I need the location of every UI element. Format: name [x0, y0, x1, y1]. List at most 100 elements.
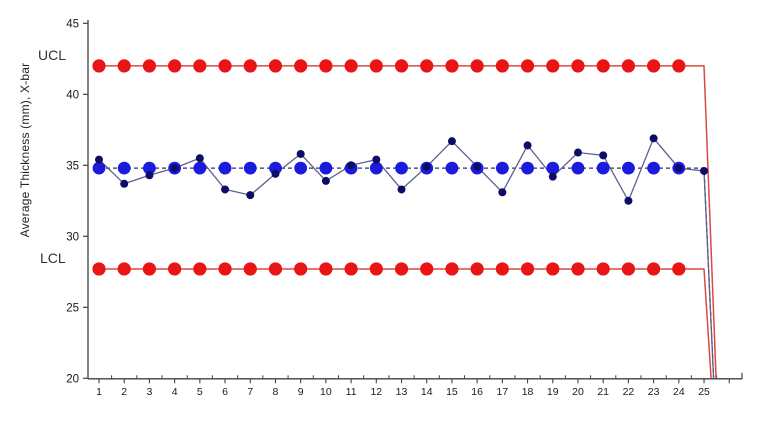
xbar-data-point — [347, 161, 356, 170]
center-line-marker — [92, 161, 106, 175]
x-tick-label: 21 — [597, 386, 609, 398]
ucl-marker — [344, 59, 358, 73]
center-line-marker — [193, 161, 207, 175]
lcl-marker — [92, 262, 106, 276]
xbar-data-point — [372, 155, 381, 164]
x-tick-label: 7 — [247, 386, 253, 398]
center-line-marker — [596, 161, 610, 175]
ucl-marker — [571, 59, 585, 73]
y-axis-ticks: 20 25 30 35 40 45 — [66, 18, 88, 385]
y-tick-label: 45 — [66, 18, 79, 30]
ucl-marker — [445, 59, 459, 73]
axes — [87, 20, 743, 380]
xbar-data-point — [523, 141, 532, 150]
x-tick-label: 16 — [471, 386, 483, 398]
xbar-data-point — [599, 151, 608, 160]
y-tick-label: 40 — [66, 89, 79, 101]
ucl-label: UCL — [38, 47, 67, 63]
x-tick-label: 8 — [273, 386, 279, 398]
lcl-marker — [520, 262, 535, 276]
ucl-marker — [268, 59, 283, 73]
xbar-data-point — [95, 155, 103, 164]
lcl-marker — [420, 262, 434, 276]
lcl-line — [99, 268, 712, 379]
ucl-marker — [92, 59, 106, 73]
ucl-marker — [193, 59, 207, 73]
xbar-data-point — [397, 185, 406, 194]
x-tick-label: 6 — [222, 386, 228, 398]
x-tick-label: 4 — [172, 386, 178, 398]
lcl-marker — [596, 262, 610, 276]
ucl-marker — [117, 59, 131, 73]
ucl-marker — [369, 59, 383, 73]
xbar-data-point — [296, 149, 305, 158]
center-line-marker — [445, 161, 459, 175]
ucl-marker — [294, 59, 308, 73]
ucl-marker — [319, 59, 333, 73]
lcl-marker — [193, 262, 207, 276]
lcl-marker — [647, 262, 661, 276]
ucl-marker — [142, 59, 157, 73]
lcl-marker — [117, 262, 131, 276]
xbar-data-point — [674, 164, 683, 173]
xbar-data-point — [271, 169, 280, 178]
xbar-data-point — [548, 172, 557, 181]
ucl-marker — [420, 59, 434, 73]
x-tick-label: 3 — [146, 386, 152, 398]
center-line-marker — [143, 161, 156, 175]
lcl-marker — [344, 262, 358, 276]
xbar-line — [98, 137, 715, 379]
lcl-marker — [621, 262, 636, 276]
center-line-marker — [218, 161, 232, 175]
lcl-marker — [571, 262, 585, 276]
lcl-marker — [470, 262, 484, 276]
center-line-marker — [571, 161, 585, 175]
ucl-marker — [168, 59, 182, 73]
ucl-marker — [495, 59, 509, 73]
x-tick-label: 2 — [121, 386, 127, 398]
xbar-data-point — [498, 188, 507, 197]
xbar-data-point — [321, 176, 330, 185]
x-tick-label: 18 — [522, 386, 534, 398]
center-line-marker — [269, 161, 282, 175]
x-tick-label: 20 — [572, 386, 584, 398]
lcl-marker — [546, 262, 560, 276]
x-tick-label: 1 — [96, 386, 102, 398]
xbar-data-point — [221, 185, 230, 194]
ucl-marker — [621, 59, 636, 73]
center-line-marker — [319, 161, 333, 175]
x-tick-label: 13 — [396, 386, 408, 398]
x-tick-label: 15 — [446, 386, 458, 398]
ucl-marker — [394, 59, 409, 73]
center-line-marker — [622, 161, 635, 175]
center-line-marker — [369, 161, 383, 175]
x-tick-label: 10 — [320, 386, 332, 398]
x-tick-label: 23 — [648, 386, 660, 398]
lcl-marker — [294, 262, 308, 276]
lcl-marker — [672, 262, 686, 276]
lcl-marker — [495, 262, 509, 276]
lcl-marker — [218, 262, 232, 276]
x-tick-label: 22 — [623, 386, 635, 398]
lcl-marker — [369, 262, 383, 276]
lcl-marker — [268, 262, 283, 276]
x-tick-label: 19 — [547, 386, 559, 398]
x-tick-label: 17 — [497, 386, 509, 398]
lcl-marker — [168, 262, 182, 276]
xbar-data-point — [195, 154, 204, 163]
center-line-marker — [495, 161, 509, 175]
lcl-marker — [445, 262, 459, 276]
xbar-data-point — [473, 162, 482, 171]
lcl-marker — [319, 262, 333, 276]
ucl-marker — [647, 59, 661, 73]
center-line-marker — [521, 161, 534, 175]
ucl-marker — [596, 59, 610, 73]
lcl-markers — [92, 262, 686, 276]
x-tick-label: 11 — [346, 386, 357, 398]
xbar-data-point — [170, 164, 179, 173]
x-tick-label: 12 — [370, 386, 382, 398]
xbar-markers — [95, 134, 709, 205]
xbar-data-point — [145, 171, 154, 180]
